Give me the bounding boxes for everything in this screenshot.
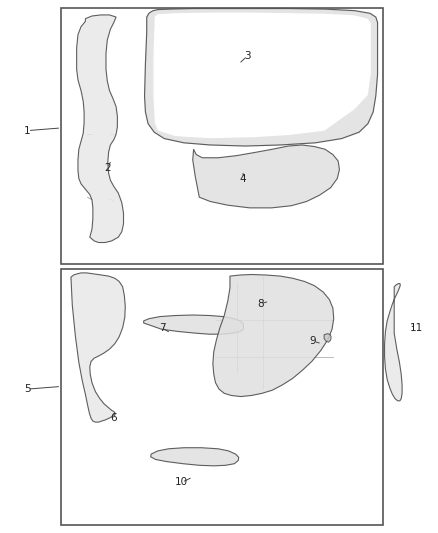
Text: 7: 7: [159, 323, 166, 333]
Text: 5: 5: [24, 384, 31, 394]
Text: 2: 2: [104, 163, 111, 173]
Text: 10: 10: [175, 478, 188, 487]
Polygon shape: [151, 448, 239, 466]
Polygon shape: [71, 273, 125, 422]
Text: 4: 4: [240, 174, 247, 183]
Bar: [61, 8, 383, 264]
Text: 8: 8: [257, 299, 264, 309]
Text: 11: 11: [410, 323, 423, 333]
Polygon shape: [213, 274, 334, 397]
Text: 6: 6: [110, 414, 117, 423]
Polygon shape: [154, 13, 370, 138]
Polygon shape: [145, 9, 378, 146]
Text: 1: 1: [24, 126, 31, 135]
Polygon shape: [193, 145, 339, 208]
Text: 3: 3: [244, 51, 251, 61]
Polygon shape: [144, 315, 244, 334]
Text: 9: 9: [310, 336, 317, 346]
Polygon shape: [77, 15, 124, 243]
Bar: [61, 269, 383, 525]
Polygon shape: [324, 334, 331, 342]
Polygon shape: [385, 284, 402, 401]
